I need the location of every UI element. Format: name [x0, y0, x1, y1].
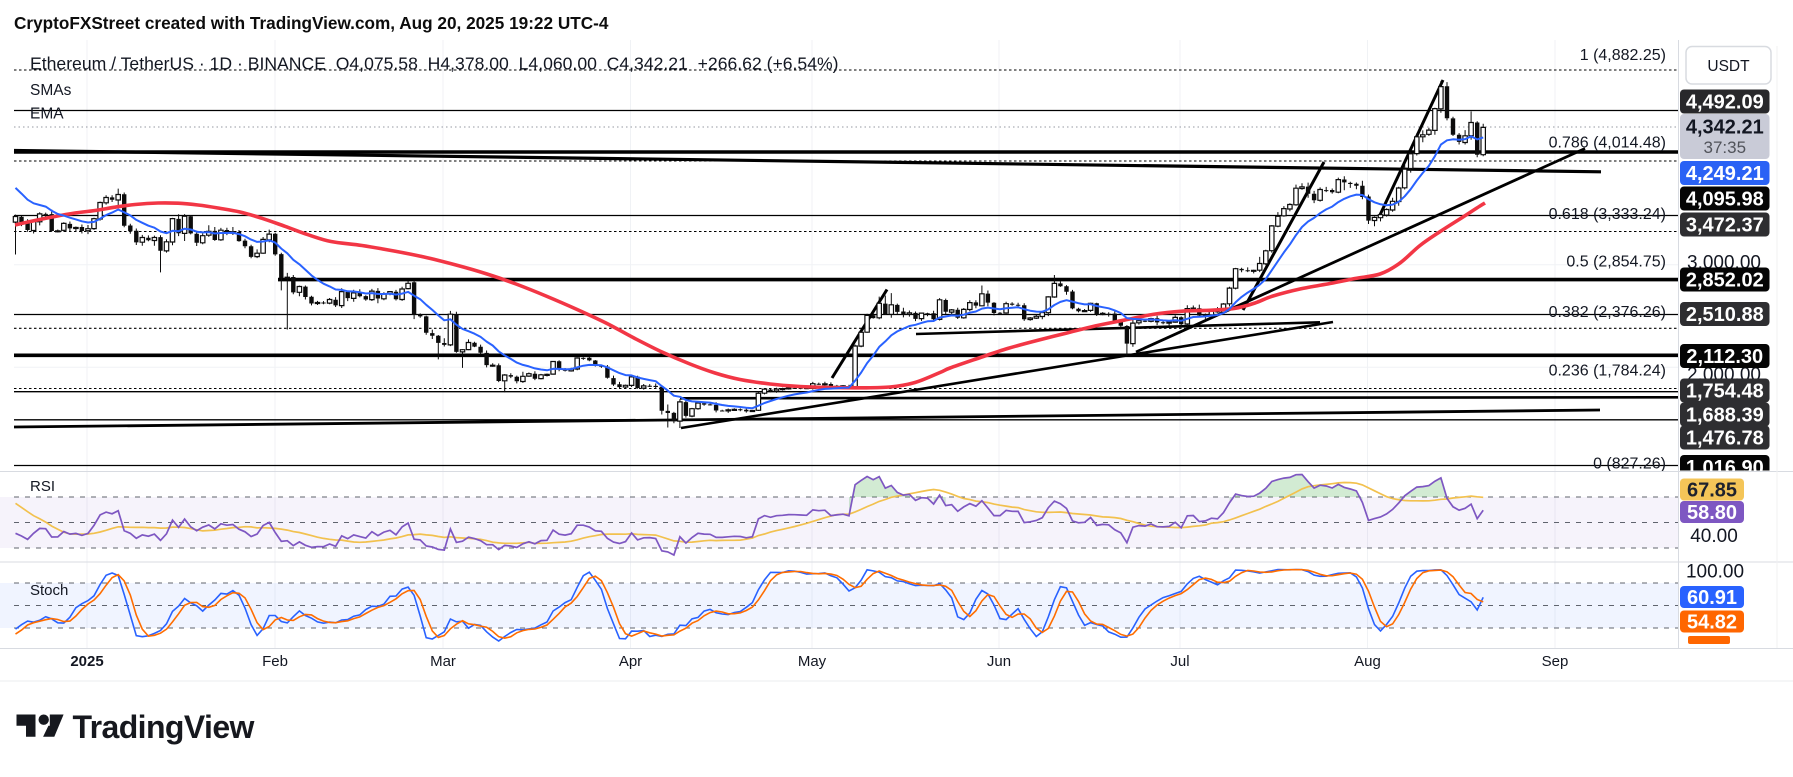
svg-text:1,688.39: 1,688.39: [1686, 405, 1764, 427]
svg-text:Sep: Sep: [1542, 653, 1569, 670]
svg-text:40.00: 40.00: [1690, 526, 1738, 547]
svg-text:Ethereum / TetherUS · 1D · BIN: Ethereum / TetherUS · 1D · BINANCE O4,07…: [30, 54, 839, 74]
svg-text:Feb: Feb: [262, 653, 288, 670]
svg-text:May: May: [798, 653, 827, 670]
svg-text:60.91: 60.91: [1687, 587, 1737, 609]
svg-text:TradingView: TradingView: [73, 709, 255, 745]
svg-text:0 (827.26): 0 (827.26): [1593, 456, 1666, 473]
svg-text:58.80: 58.80: [1687, 502, 1737, 524]
svg-text:EMA: EMA: [30, 106, 64, 123]
svg-text:Jun: Jun: [987, 653, 1011, 670]
svg-text:Aug: Aug: [1354, 653, 1381, 670]
svg-text:2025: 2025: [70, 653, 103, 670]
svg-text:0.618 (3,333.24): 0.618 (3,333.24): [1549, 206, 1666, 223]
svg-text:2,852.02: 2,852.02: [1686, 270, 1764, 292]
svg-text:0.5 (2,854.75): 0.5 (2,854.75): [1566, 254, 1666, 271]
svg-text:3,472.37: 3,472.37: [1686, 215, 1764, 237]
svg-text:Mar: Mar: [430, 653, 456, 670]
svg-text:100.00: 100.00: [1686, 562, 1744, 583]
svg-text:Stoch: Stoch: [30, 582, 68, 599]
svg-text:SMAs: SMAs: [30, 82, 72, 99]
svg-text:54.82: 54.82: [1687, 612, 1737, 634]
svg-text:2,510.88: 2,510.88: [1686, 304, 1764, 326]
svg-text:67.85: 67.85: [1687, 480, 1737, 502]
svg-text:RSI: RSI: [30, 478, 55, 495]
svg-text:4,095.98: 4,095.98: [1686, 189, 1764, 211]
svg-text:0.236 (1,784.24): 0.236 (1,784.24): [1549, 363, 1666, 380]
svg-text:2,112.30: 2,112.30: [1686, 346, 1763, 368]
svg-text:37:35: 37:35: [1704, 138, 1747, 157]
svg-text:4,249.21: 4,249.21: [1686, 163, 1764, 185]
svg-text:1 (4,882.25): 1 (4,882.25): [1580, 47, 1666, 64]
svg-text:1,476.78: 1,476.78: [1686, 428, 1764, 450]
svg-text:0.382 (2,376.26): 0.382 (2,376.26): [1549, 304, 1666, 321]
svg-text:USDT: USDT: [1707, 58, 1750, 75]
svg-text:Apr: Apr: [619, 653, 642, 670]
svg-text:4,342.21: 4,342.21: [1686, 117, 1764, 139]
svg-text:1,754.48: 1,754.48: [1686, 381, 1764, 403]
svg-text:Jul: Jul: [1170, 653, 1189, 670]
svg-text:4,492.09: 4,492.09: [1686, 92, 1764, 114]
svg-text:1,016.90: 1,016.90: [1686, 457, 1764, 479]
svg-text:0.786 (4,014.48): 0.786 (4,014.48): [1549, 135, 1666, 152]
svg-text:CryptoFXStreet created with Tr: CryptoFXStreet created with TradingView.…: [14, 13, 609, 33]
